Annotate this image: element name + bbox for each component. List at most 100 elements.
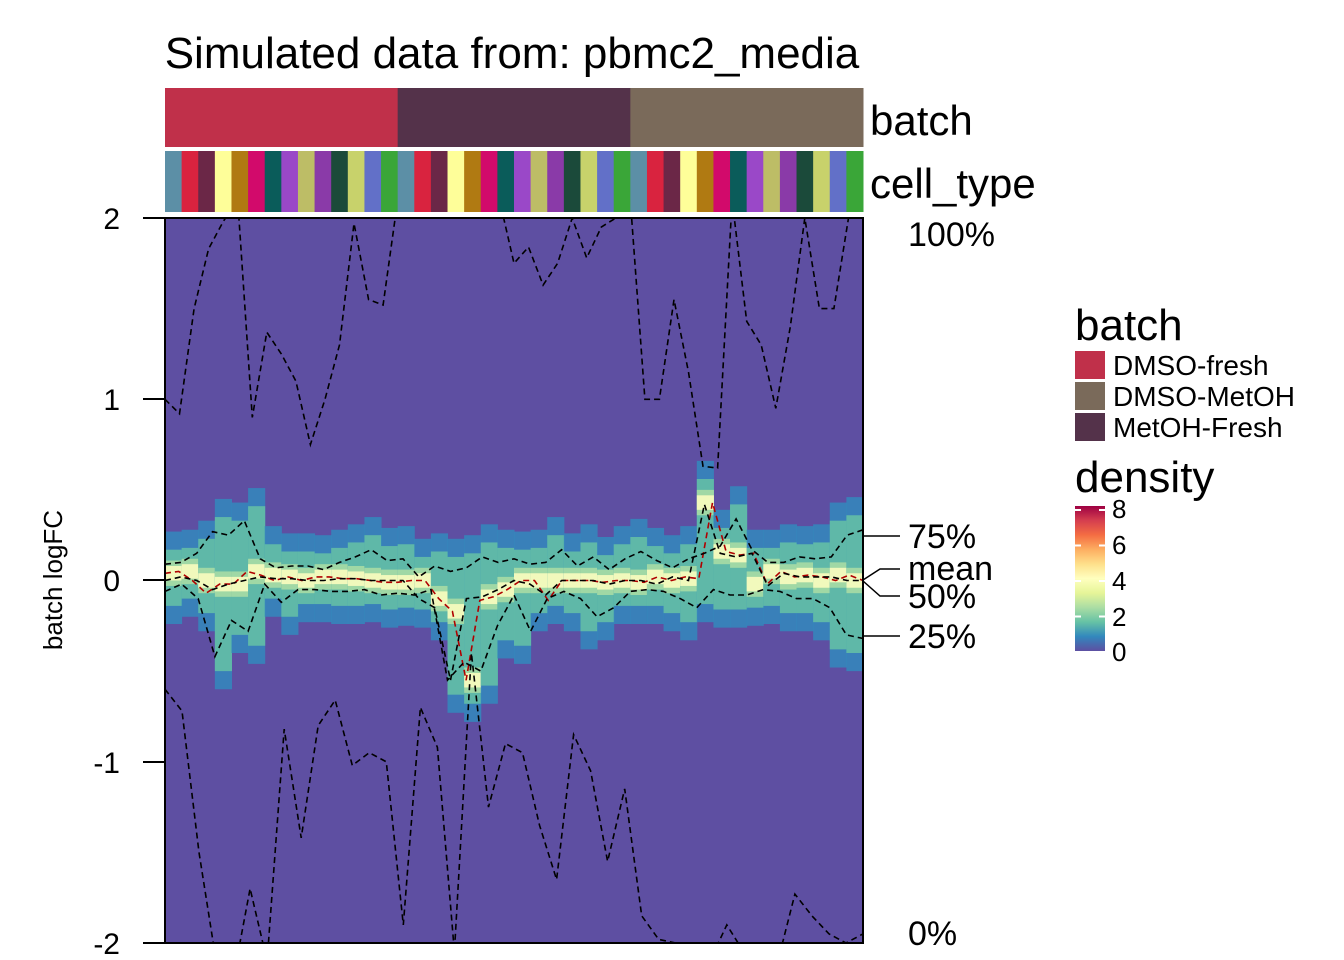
density-tick-label: 0	[1112, 637, 1126, 667]
y-axis-label: batch logFC	[38, 510, 68, 650]
density-cell	[447, 604, 465, 619]
density-cell	[580, 573, 598, 588]
density-colorbar-ticks	[1075, 509, 1105, 653]
density-cell	[630, 575, 648, 590]
max-line	[165, 218, 863, 469]
legend-label-metoh-fresh: MetOH-Fresh	[1113, 412, 1283, 443]
y-tick-label: 1	[103, 384, 120, 417]
cell-type-segment	[397, 151, 415, 212]
cell-type-segment	[181, 151, 199, 212]
cell-type-segment	[713, 151, 731, 212]
cell-type-segment	[696, 151, 714, 212]
cell-type-segment	[597, 151, 615, 212]
density-cell	[514, 549, 532, 646]
min-line	[165, 652, 863, 943]
batch-row-label: batch	[870, 97, 973, 144]
density-tick-label: 6	[1112, 530, 1126, 560]
density-cell	[480, 542, 498, 686]
cell-type-segment	[331, 151, 349, 212]
batch-legend-title: batch	[1075, 301, 1183, 350]
cell-type-segment	[530, 151, 548, 212]
cell-type-segment	[165, 151, 183, 212]
cell-type-segment	[264, 151, 282, 212]
batch-segment	[397, 88, 631, 147]
cell-type-segment	[580, 151, 598, 212]
cell-type-segment	[630, 151, 648, 212]
quantile-connector-50	[862, 580, 900, 597]
cell-type-segment	[646, 151, 665, 212]
cell-type-segment	[381, 151, 399, 212]
cell-type-segment	[613, 151, 631, 212]
density-cell	[397, 575, 415, 590]
density-colorbar	[1075, 506, 1105, 651]
quantile-label-25: 25%	[908, 618, 976, 656]
quantile-label-100: 100%	[908, 216, 995, 254]
cell-type-segment	[447, 151, 465, 212]
cell-type-segment	[746, 151, 764, 212]
quantile-lines	[165, 218, 863, 943]
density-cell	[214, 576, 232, 592]
cell-type-segment	[314, 151, 332, 212]
legend-label-dmso-metoh: DMSO-MetOH	[1113, 381, 1295, 412]
cell-type-segment	[680, 151, 698, 212]
density-cell	[514, 573, 532, 588]
density-cell	[829, 567, 847, 583]
density-tick-label: 2	[1112, 602, 1126, 632]
legend-swatch-dmso-metoh	[1075, 382, 1105, 410]
quantile-label-50: 50%	[908, 578, 976, 616]
density-cell	[464, 672, 482, 688]
cell-type-segment	[364, 151, 382, 212]
batch-legend: batch DMSO-fresh DMSO-MetOH MetOH-Fresh	[1075, 301, 1295, 443]
cell-type-segment	[281, 151, 299, 212]
median-line	[165, 501, 863, 681]
quantile-label-mean: mean	[908, 550, 993, 588]
density-cell	[181, 564, 199, 579]
density-cell	[297, 573, 316, 588]
q25-line	[165, 582, 863, 682]
cell-type-segment	[248, 151, 266, 212]
density-cell	[314, 569, 332, 585]
density-tick-label: 4	[1112, 566, 1126, 596]
density-cell	[530, 573, 548, 588]
density-legend: density 8 6 4 2 0	[1075, 453, 1214, 667]
legend-swatch-dmso-fresh	[1075, 351, 1105, 379]
quantile-connector-mean	[862, 568, 900, 581]
density-legend-title: density	[1075, 453, 1214, 502]
chart-title: Simulated data from: pbmc2_media	[165, 29, 860, 78]
cell-type-segment	[414, 151, 432, 212]
y-axis: 2 1 0 -1 -2 batch logFC	[38, 203, 166, 960]
density-tick-label: 8	[1112, 494, 1126, 524]
cell-type-segment	[514, 151, 532, 212]
density-cell	[480, 589, 498, 605]
batch-annotation-bar	[165, 88, 864, 147]
cell-type-segment	[347, 151, 365, 212]
q75-line	[165, 517, 863, 578]
quantile-label-75: 75%	[908, 518, 976, 556]
y-tick-label: 2	[103, 203, 120, 236]
cell-type-segment	[464, 151, 482, 212]
legend-swatch-metoh-fresh	[1075, 413, 1105, 441]
y-tick-label: -2	[93, 928, 120, 960]
cell-type-segment	[663, 151, 681, 212]
density-cell	[713, 544, 731, 559]
y-tick-label: 0	[103, 565, 120, 598]
density-cell	[696, 495, 714, 510]
cell-type-segment	[198, 151, 216, 212]
y-tick-label: -1	[93, 747, 120, 780]
legend-label-dmso-fresh: DMSO-fresh	[1113, 350, 1269, 381]
cell-type-segment	[231, 151, 249, 212]
cell-type-segment	[480, 151, 498, 212]
cell-type-row-label: cell_type	[870, 160, 1036, 207]
batch-segment	[630, 88, 864, 147]
cell-type-segment	[846, 151, 864, 212]
batch-segment	[165, 88, 399, 147]
quantile-labels: 100% 75% mean 50% 25% 0%	[862, 216, 995, 953]
cell-type-segment	[297, 151, 316, 212]
cell-type-segment	[430, 151, 449, 212]
cell-type-segment	[813, 151, 831, 212]
cell-type-segment	[730, 151, 748, 212]
cell-type-segment	[214, 151, 232, 212]
cell-type-segment	[796, 151, 814, 212]
cell-type-segment	[497, 151, 515, 212]
